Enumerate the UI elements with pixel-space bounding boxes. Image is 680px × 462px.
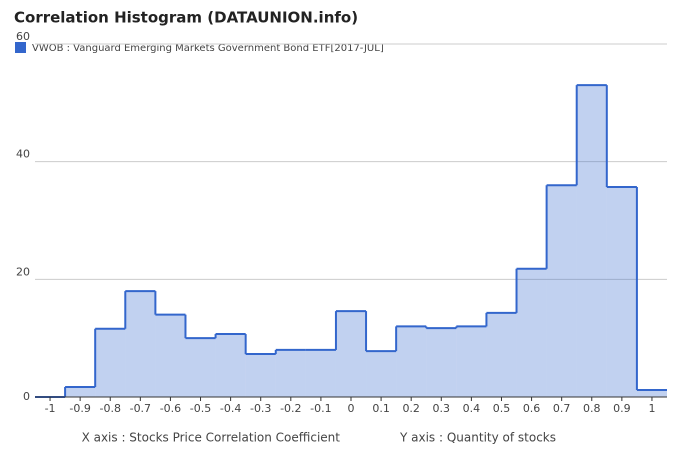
bar [305, 349, 336, 397]
x-tick-label: 0 [348, 402, 355, 415]
x-tick-label: 0.8 [583, 402, 601, 415]
x-tick-label: -0.7 [130, 402, 151, 415]
x-tick-label: -1 [45, 402, 56, 415]
bar [606, 186, 637, 397]
x-tick-label: 0.9 [613, 402, 631, 415]
x-tick-label: 0.1 [372, 402, 390, 415]
x-tick-label: 0.3 [433, 402, 451, 415]
bar [185, 338, 216, 397]
legend-label: VWOB : Vanguard Emerging Markets Governm… [32, 43, 384, 54]
bar [546, 185, 577, 397]
x-tick-label: -0.4 [220, 402, 241, 415]
x-tick-label: -0.5 [190, 402, 211, 415]
bar [335, 311, 367, 397]
x-tick-label: -0.6 [160, 402, 181, 415]
bar [576, 85, 607, 397]
x-tick-label: 0.4 [463, 402, 481, 415]
y-tick-label: 40 [16, 148, 30, 161]
y-tick-label: 20 [16, 265, 30, 278]
bar [275, 349, 306, 397]
x-tick-label: -0.3 [250, 402, 271, 415]
bar [636, 389, 667, 397]
bar [215, 334, 246, 397]
y-tick-label: 0 [23, 390, 30, 403]
bar [396, 326, 427, 397]
bar [426, 328, 457, 397]
bar [245, 354, 276, 397]
x-tick-label: 0.7 [553, 402, 571, 415]
bar [366, 351, 397, 397]
legend-swatch [15, 42, 26, 53]
x-tick-label: 1 [648, 402, 655, 415]
x-tick-label: -0.2 [280, 402, 301, 415]
bar [456, 326, 487, 397]
x-tick-label: 0.5 [493, 402, 511, 415]
bar [516, 268, 547, 397]
bar [155, 314, 186, 397]
x-tick-label: 0.2 [402, 402, 420, 415]
bar [125, 291, 156, 397]
y-tick-label: 60 [16, 30, 30, 43]
x-tick-label: -0.9 [69, 402, 90, 415]
y-axis-title: Y axis : Quantity of stocks [399, 431, 556, 445]
x-axis-title: X axis : Stocks Price Correlation Coeffi… [82, 431, 341, 445]
bar [65, 386, 96, 397]
x-tick-label: -0.1 [310, 402, 331, 415]
x-tick-label: -0.8 [100, 402, 121, 415]
bar [486, 312, 517, 397]
chart-title: Correlation Histogram (DATAUNION.info) [14, 9, 358, 27]
x-tick-label: 0.6 [523, 402, 541, 415]
bar [95, 328, 126, 397]
